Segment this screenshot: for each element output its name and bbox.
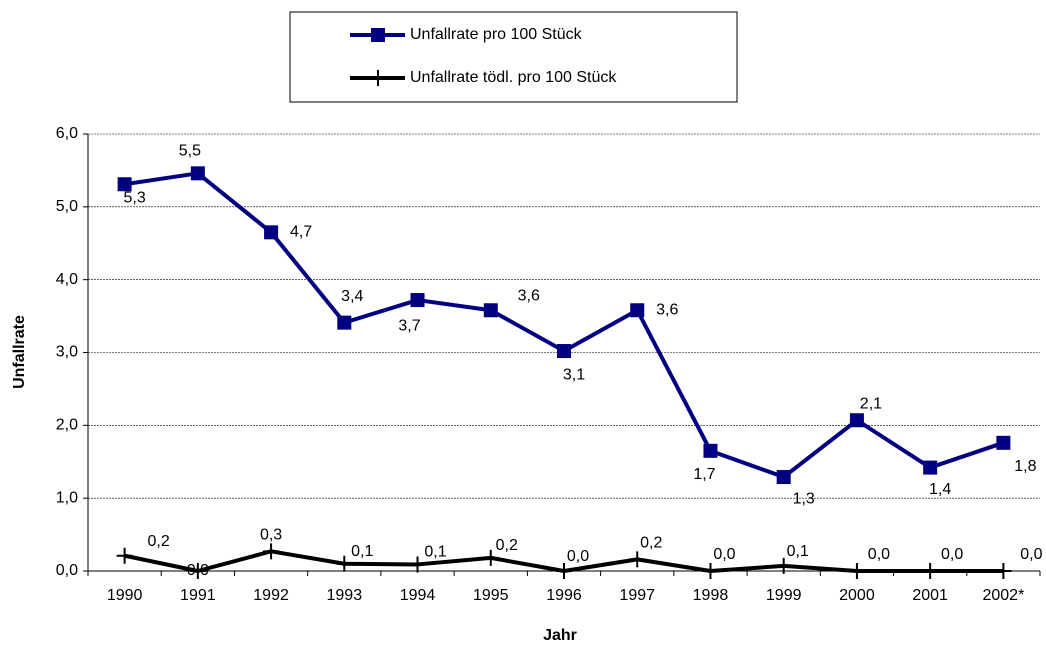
point-marker xyxy=(848,563,865,579)
data-label: 0,0 xyxy=(1020,546,1042,563)
legend-label: Unfallrate tödl. pro 100 Stück xyxy=(410,69,617,86)
data-label: 2,1 xyxy=(860,395,882,412)
y-tick-label: 2,0 xyxy=(56,417,78,434)
point-marker xyxy=(336,555,353,572)
legend-marker xyxy=(371,28,385,42)
legend-marker xyxy=(370,70,386,86)
point-marker xyxy=(116,547,133,564)
data-label: 5,3 xyxy=(123,189,145,206)
data-label: 3,7 xyxy=(398,317,420,334)
x-tick-label: 1992 xyxy=(253,587,289,604)
data-label: 0,1 xyxy=(424,544,446,561)
data-label: 0,0 xyxy=(187,562,209,579)
x-tick-label: 1991 xyxy=(180,587,216,604)
point-marker xyxy=(410,293,425,308)
x-tick-label: 2001 xyxy=(912,587,948,604)
point-marker xyxy=(923,460,938,475)
point-marker xyxy=(556,563,572,579)
y-tick-label: 4,0 xyxy=(56,271,78,288)
y-tick-label: 5,0 xyxy=(56,198,78,215)
x-tick-label: 2000 xyxy=(839,587,875,604)
point-marker xyxy=(630,303,645,318)
x-tick-label: 1994 xyxy=(400,587,436,604)
data-label: 5,5 xyxy=(179,143,201,160)
data-label: 0,2 xyxy=(147,533,169,550)
point-marker xyxy=(996,435,1011,450)
data-label: 0,2 xyxy=(640,535,662,552)
point-marker xyxy=(629,551,646,568)
y-tick-label: 6,0 xyxy=(56,125,78,142)
point-marker xyxy=(483,303,498,318)
point-marker xyxy=(190,166,205,181)
legend-box xyxy=(289,11,738,103)
x-tick-label: 1995 xyxy=(473,587,509,604)
series-line xyxy=(124,171,1005,480)
point-marker xyxy=(557,344,571,359)
x-tick-label: 1993 xyxy=(327,587,363,604)
data-label: 0,2 xyxy=(496,537,518,554)
data-label: 3,1 xyxy=(563,366,585,383)
point-marker xyxy=(117,177,132,192)
data-label: 0,3 xyxy=(260,527,282,544)
data-label: 1,4 xyxy=(929,481,951,498)
point-marker xyxy=(849,413,864,428)
point-marker xyxy=(922,563,939,579)
x-tick-label: 1999 xyxy=(766,587,802,604)
legend-label: Unfallrate pro 100 Stück xyxy=(410,26,583,43)
x-tick-label: 1996 xyxy=(546,587,582,604)
data-label: 0,1 xyxy=(351,543,373,560)
y-tick-label: 1,0 xyxy=(56,489,78,506)
x-axis-label: Jahr xyxy=(543,627,577,644)
point-marker xyxy=(776,470,791,485)
x-tick-label: 1998 xyxy=(693,587,729,604)
point-marker xyxy=(189,563,206,579)
data-label: 0,0 xyxy=(567,548,589,565)
data-label: 4,7 xyxy=(290,224,312,241)
data-label: 1,3 xyxy=(793,490,815,507)
point-marker xyxy=(703,443,718,458)
data-label: 3,4 xyxy=(341,288,363,305)
point-marker xyxy=(995,563,1012,579)
data-label: 0,0 xyxy=(941,546,963,563)
data-label: 1,7 xyxy=(693,466,715,483)
point-marker xyxy=(264,225,279,240)
point-marker xyxy=(482,549,499,566)
data-label: 0,1 xyxy=(787,543,809,560)
point-marker xyxy=(409,556,426,573)
y-axis-label: Unfallrate xyxy=(11,315,28,389)
x-tick-label: 2002* xyxy=(982,587,1024,604)
x-tick-label: 1990 xyxy=(107,587,143,604)
x-tick-label: 1997 xyxy=(619,587,655,604)
y-tick-label: 3,0 xyxy=(56,344,78,361)
data-label: 0,0 xyxy=(868,546,890,563)
point-marker xyxy=(775,557,792,574)
point-marker xyxy=(337,315,352,330)
point-marker xyxy=(702,563,719,579)
point-marker xyxy=(263,543,280,560)
data-label: 3,6 xyxy=(518,287,540,304)
y-tick-label: 0,0 xyxy=(56,562,78,579)
data-label: 3,6 xyxy=(656,301,678,318)
data-label: 1,8 xyxy=(1014,458,1036,475)
data-label: 0,0 xyxy=(713,546,735,563)
